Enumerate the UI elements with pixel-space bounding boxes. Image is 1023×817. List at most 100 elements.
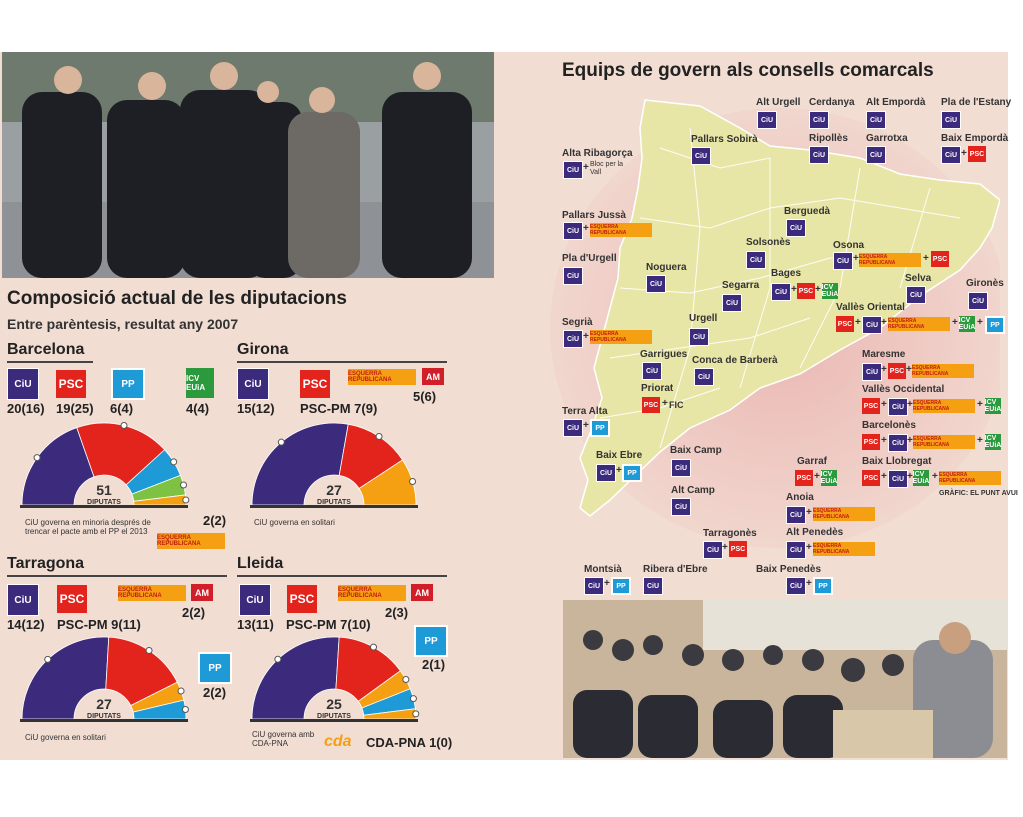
ciu-logo: CiU [694,368,714,386]
ciu-logo: CiU [888,398,908,416]
ciu-logo: CiU [596,464,616,482]
diputacions-title: Composició actual de les diputacions [7,288,347,309]
map-label-alt-urgell: Alt Urgell [756,97,801,108]
erc-logo: ESQUERRA REPUBLICANA [859,253,921,267]
seat-segment-am [358,459,417,506]
lleida-underline [237,575,447,577]
map-label-baix-emporda: Baix Empordà [941,133,1009,144]
psc-logo: PSC [862,398,880,414]
ciu-logo: CiU [563,161,583,179]
ciu-logo: CiU [646,275,666,293]
hemicycle-base [250,505,418,508]
map-label-ripolles: Ripollès [809,133,848,144]
am-logo: AM [411,584,433,601]
ciu-logo: CiU [642,362,662,380]
tarragona-title: Tarragona [7,555,85,572]
ciu-logo: CiU [703,541,723,559]
map-label-solsones: Solsonès [746,237,791,248]
plus-sign: + [977,317,983,328]
seat-marker [402,675,410,683]
ciu-logo: CiU [888,470,908,488]
erc-logo: ESQUERRA REPUBLICANA [913,435,975,449]
ciu-logo: CiU [563,222,583,240]
seat-marker [170,458,178,466]
ciu-logo: CiU [809,146,829,164]
plus-sign: + [923,253,929,264]
seat-marker [180,481,188,489]
pp-logo: PP [590,419,610,437]
ciu-logo: CiU [862,363,882,381]
map-label-pla-urgell: Pla d'Urgell [562,253,617,264]
seat-segment-ciu [251,636,340,720]
total-seats-number: 51 [96,482,112,498]
erc-logo: ESQUERRA REPUBLICANA [590,223,652,237]
girona-note: CiU governa en solitari [254,518,335,527]
ciu-logo: CiU [888,434,908,452]
map-label-alt-camp: Alt Camp [671,485,715,496]
plus-sign: + [906,364,912,375]
plus-sign: + [806,542,812,553]
meeting-photo [563,600,1007,758]
map-label-alt-emporda: Alt Empordà [866,97,926,108]
total-seats-caption: DIPUTATS [87,713,121,720]
map-label-segria: Segrià [562,317,593,328]
ciu-logo: CiU [746,251,766,269]
catalonia-map [550,99,1000,548]
erc-logo: ESQUERRA REPUBLICANA [913,399,975,413]
icv-logo: ICV EUiA [821,283,839,299]
diputacions-subtitle: Entre parèntesis, resultat any 2007 [7,316,239,332]
ciu-logo: CiU [757,111,777,129]
ciu-logo: CiU [968,292,988,310]
map-label-garrotxa: Garrotxa [866,133,908,144]
seat-segment-ciu [251,422,349,506]
girona-ciu-seats: 15(12) [237,401,275,416]
barcelona-psc-seats: 19(25) [56,401,94,416]
graphic-credit: GRÀFIC: EL PUNT AVUI [939,490,1018,497]
pp-logo: PP [111,368,145,400]
map-label-pallars-jussa: Pallars Jussà [562,210,626,221]
lleida-pp-seats: 2(1) [422,657,446,672]
ciu-logo: CiU [7,368,39,400]
ciu-logo: CiU [866,111,886,129]
lleida-ercam-seats: 2(3) [385,605,409,620]
plus-sign: + [583,420,589,431]
seat-marker [145,646,153,654]
plus-sign: + [791,284,797,295]
seat-marker [277,438,285,446]
seat-marker [409,695,417,703]
total-seats-number: 27 [326,482,342,498]
ciu-logo: CiU [866,146,886,164]
erc-logo: ESQUERRA REPUBLICANA [348,369,416,385]
ciu-logo: CiU [941,111,961,129]
ciu-logo: CiU [239,584,271,616]
tarragona-ercam-seats: 2(2) [182,605,206,620]
psc-logo: PSC [287,585,317,613]
tarragona-psc-seats: PSC-PM 9(11) [57,617,141,632]
barcelona-note: CiU governa en minoria després de trenca… [25,518,151,536]
lleida-cda-seats: CDA-PNA 1(0) [366,735,453,750]
map-label-alt-penedes: Alt Penedès [786,527,844,538]
erc-logo: ESQUERRA REPUBLICANA [939,471,1001,485]
psc-logo: PSC [836,316,854,332]
icv-logo: ICV EUiA [912,470,930,486]
plus-sign: + [814,471,820,482]
ciu-logo: CiU [237,368,269,400]
pp-logo: PP [622,464,642,482]
lleida-psc-seats: PSC-PM 7(10) [286,617,371,632]
hemicycle-base [20,505,188,508]
seat-segment-ciu [21,636,110,720]
psc-logo: PSC [888,363,906,379]
erc-logo: ESQUERRA REPUBLICANA [157,533,225,549]
psc-logo: PSC [862,470,880,486]
plus-sign: + [932,471,938,482]
barcelona-title: Barcelona [7,341,85,358]
plus-sign: + [604,578,610,589]
erc-logo: ESQUERRA REPUBLICANA [118,585,186,601]
pp-logo: PP [611,577,631,595]
girona-psc-seats: PSC-PM 7(9) [300,401,378,416]
plus-sign: + [977,435,983,446]
total-seats-number: 27 [96,696,112,712]
ciu-logo: CiU [833,252,853,270]
